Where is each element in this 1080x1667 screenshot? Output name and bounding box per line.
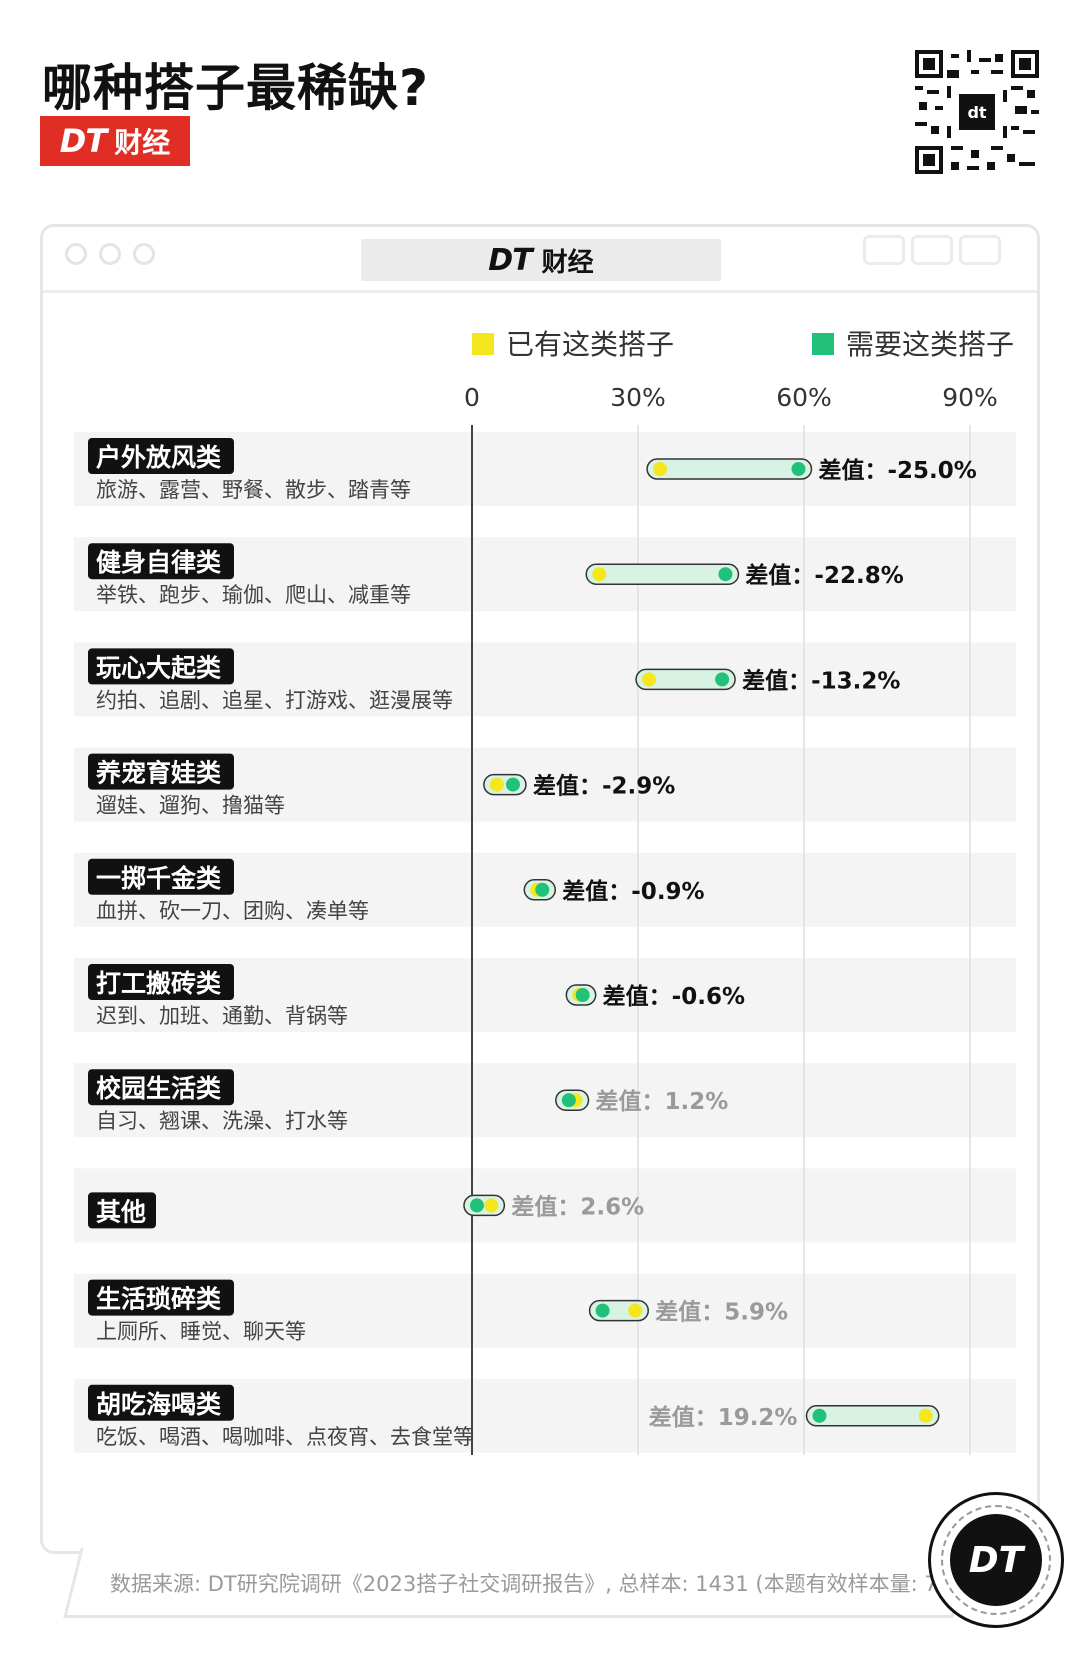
difference-label: 差值：19.2%	[649, 1404, 798, 1431]
category-description: 血拼、砍一刀、团购、凑单等	[96, 899, 369, 923]
category-description: 约拍、追剧、追星、打游戏、逛漫展等	[96, 688, 453, 712]
dt-logo-badge: DT	[928, 1492, 1064, 1628]
have-point	[489, 777, 504, 792]
qr-code[interactable]: dt	[915, 50, 1039, 174]
category-label: 养宠育娃类	[95, 759, 222, 788]
window-icon[interactable]	[959, 235, 1001, 265]
have-point	[628, 1303, 643, 1318]
maximize-icon[interactable]	[133, 243, 155, 265]
need-point	[715, 672, 730, 687]
category-badge	[88, 648, 234, 685]
legend-swatch	[472, 333, 494, 355]
brand-dt: DT	[59, 122, 107, 160]
legend-swatch	[812, 333, 834, 355]
dumbbell-bar	[585, 563, 740, 585]
category-badge	[88, 543, 234, 580]
window-title-name: 财经	[541, 247, 594, 278]
category-badge	[88, 753, 234, 790]
difference-label: 差值：1.2%	[595, 1088, 728, 1115]
category-badge	[88, 1069, 234, 1106]
difference-label: 差值：-0.9%	[562, 878, 704, 905]
brand-badge: DT 财经	[40, 116, 190, 166]
need-point	[469, 1198, 484, 1213]
x-tick-label: 90%	[942, 383, 998, 412]
have-point	[918, 1408, 933, 1423]
dumbbell-bar	[646, 458, 813, 480]
need-point	[505, 777, 520, 792]
need-point	[575, 988, 590, 1002]
category-badge	[88, 1192, 156, 1229]
minimize-icon[interactable]	[99, 243, 121, 265]
x-tick-label: 60%	[776, 383, 832, 412]
dt-logo: DT	[950, 1514, 1042, 1606]
need-point	[561, 1093, 576, 1108]
category-label: 校园生活类	[96, 1074, 222, 1103]
difference-label: 差值：5.9%	[655, 1299, 788, 1326]
record-icon[interactable]	[863, 235, 905, 265]
dumbbell-bar	[635, 668, 736, 691]
brand-name: 财经	[114, 126, 171, 159]
need-point	[535, 882, 550, 897]
legend-label: 已有这类搭子	[506, 328, 674, 361]
category-description: 迟到、加班、通勤、背锅等	[96, 1004, 348, 1028]
need-point	[812, 1408, 827, 1423]
window-title: DT 财经	[361, 239, 721, 281]
need-point	[595, 1303, 610, 1318]
dumbbell-bar	[805, 1405, 940, 1427]
category-label: 打工搬砖类	[96, 969, 222, 998]
have-point	[653, 462, 668, 476]
row-background	[74, 1168, 1016, 1243]
difference-label: 差值：-22.8%	[745, 562, 903, 589]
difference-label: 差值：-2.9%	[533, 773, 675, 800]
need-point	[791, 462, 806, 476]
difference-label: 差值：-0.6%	[603, 983, 745, 1010]
category-description: 举铁、跑步、瑜伽、爬山、减重等	[96, 583, 411, 607]
legend-label: 需要这类搭子	[846, 328, 1014, 361]
svg-text:dt: dt	[967, 103, 986, 122]
share-icon[interactable]	[911, 235, 953, 265]
category-description: 旅游、露营、野餐、散步、踏青等	[96, 478, 411, 502]
category-description: 上厕所、睡觉、聊天等	[96, 1320, 306, 1344]
category-description: 自习、翘课、洗澡、打水等	[96, 1109, 348, 1133]
page-title: 哪种搭子最稀缺?	[42, 59, 430, 117]
category-badge	[88, 964, 234, 1000]
category-label: 其他	[96, 1197, 146, 1226]
category-description: 吃饭、喝酒、喝咖啡、点夜宵、去食堂等	[96, 1425, 474, 1449]
data-source-note: 数据来源: DT研究院调研《2023搭子社交调研报告》, 总样本: 1431 (…	[110, 1572, 973, 1596]
x-tick-label: 0	[464, 383, 480, 412]
category-label: 户外放风类	[96, 443, 222, 472]
category-badge	[88, 858, 234, 895]
need-point	[718, 567, 733, 582]
category-label: 生活琐碎类	[96, 1285, 222, 1314]
category-badge	[88, 1384, 234, 1421]
difference-label: 差值：-13.2%	[742, 667, 900, 694]
difference-label: 差值：2.6%	[511, 1193, 644, 1220]
category-label: 胡吃海喝类	[96, 1390, 222, 1419]
window-title-bar: DT 财经	[43, 227, 1037, 293]
category-label: 健身自律类	[96, 548, 222, 577]
category-badge	[88, 1279, 234, 1316]
have-point	[642, 672, 657, 687]
have-point	[484, 1198, 499, 1213]
difference-label: 差值：-25.0%	[818, 457, 976, 484]
category-label: 玩心大起类	[96, 653, 222, 682]
close-icon[interactable]	[65, 243, 87, 265]
dumbbell-chart: 0 30% 60% 90% 已有这类搭子 需要这类搭子户外放风类旅游、露营、野餐、散步、踏…	[74, 328, 1016, 1455]
window-title-dt: DT	[488, 242, 532, 278]
category-badge	[88, 438, 234, 474]
category-description: 遛娃、遛狗、撸猫等	[96, 794, 285, 818]
category-label: 一掷千金类	[96, 864, 222, 893]
have-point	[592, 567, 607, 582]
x-tick-label: 30%	[610, 383, 666, 412]
